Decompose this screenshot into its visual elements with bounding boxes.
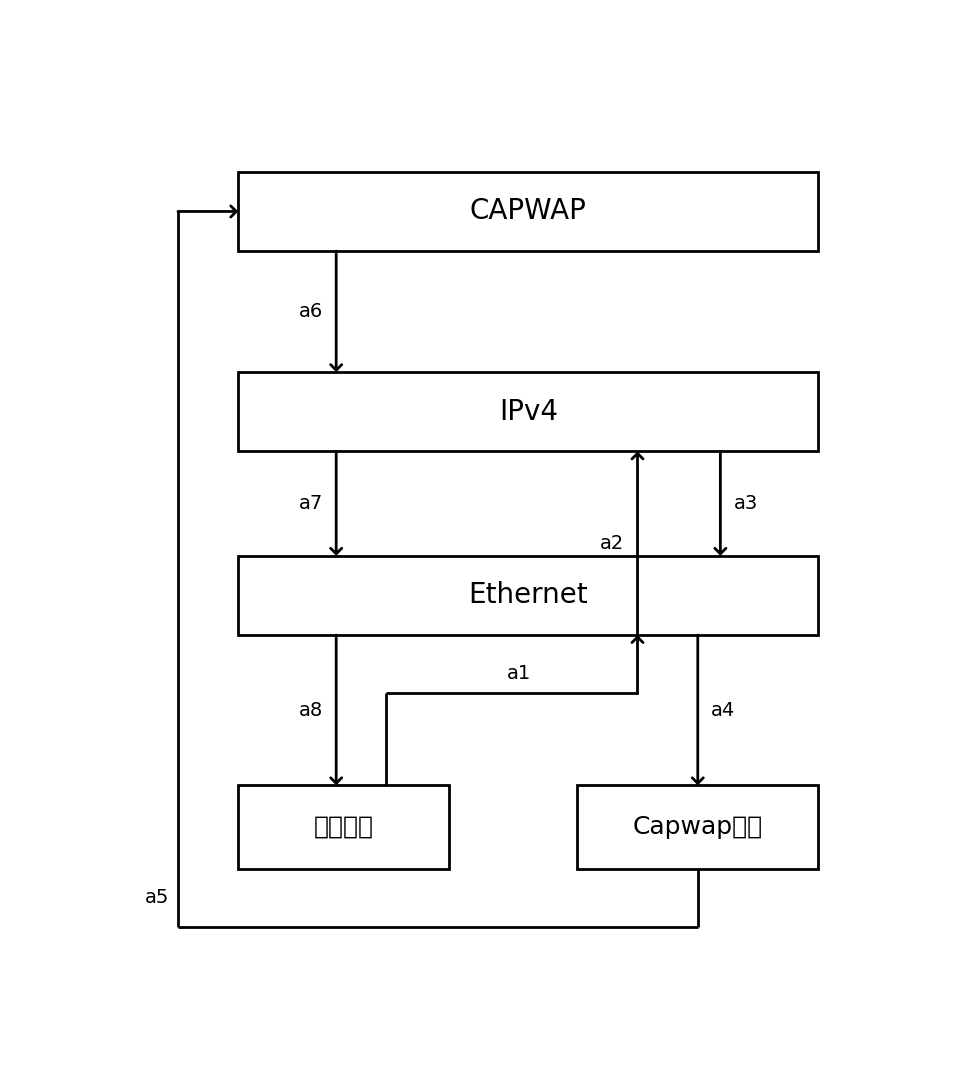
Text: CAPWAP: CAPWAP — [469, 197, 587, 225]
Text: a1: a1 — [507, 664, 532, 684]
Text: Ethernet: Ethernet — [469, 581, 588, 609]
Text: a5: a5 — [145, 889, 169, 907]
Bar — [238, 172, 818, 251]
Text: a7: a7 — [298, 494, 323, 513]
Text: a4: a4 — [712, 700, 736, 720]
Text: a3: a3 — [734, 494, 758, 513]
Text: Capwap驱动: Capwap驱动 — [633, 815, 763, 839]
Bar — [238, 785, 449, 868]
Text: 物理驱动: 物理驱动 — [314, 815, 373, 839]
Bar — [577, 785, 818, 868]
Bar — [238, 556, 818, 635]
Text: IPv4: IPv4 — [499, 398, 558, 426]
Bar — [238, 372, 818, 451]
Text: a6: a6 — [298, 302, 323, 321]
Text: a8: a8 — [298, 700, 323, 720]
Text: a2: a2 — [600, 533, 624, 553]
